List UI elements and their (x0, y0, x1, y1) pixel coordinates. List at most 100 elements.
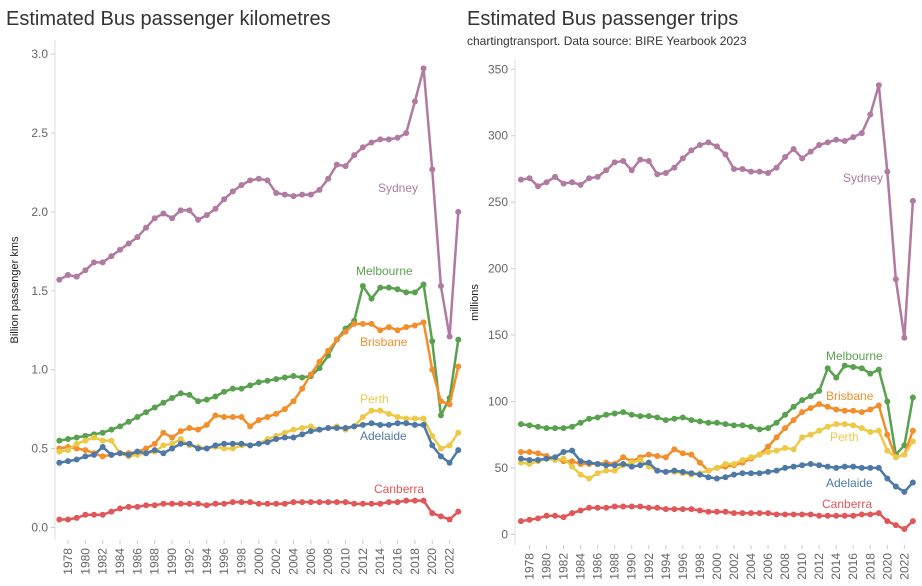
data-point (82, 432, 89, 439)
data-point (594, 460, 601, 467)
data-point (221, 500, 228, 507)
data-point (73, 440, 80, 447)
data-point (901, 334, 908, 341)
series-label: Melbourne (356, 264, 413, 278)
data-point (679, 450, 686, 457)
data-point (730, 422, 737, 429)
data-point (688, 451, 695, 458)
data-point (437, 283, 444, 290)
data-point (577, 419, 584, 426)
data-point (816, 387, 823, 394)
data-point (134, 234, 141, 241)
data-point (662, 468, 669, 475)
data-point (385, 284, 392, 291)
data-point (543, 512, 550, 519)
data-point (429, 432, 436, 439)
data-point (654, 171, 661, 178)
data-point (722, 508, 729, 515)
data-point (628, 411, 635, 418)
data-point (833, 464, 840, 471)
x-tick-label: 2020 (425, 548, 439, 575)
data-point (195, 500, 202, 507)
data-point (420, 415, 427, 422)
data-point (455, 508, 462, 515)
data-point (713, 508, 720, 515)
data-point (377, 136, 384, 143)
data-point (628, 503, 635, 510)
data-point (790, 403, 797, 410)
data-point (342, 328, 349, 335)
data-point (342, 163, 349, 170)
data-point (429, 166, 436, 173)
data-point (552, 512, 559, 519)
data-point (455, 429, 462, 436)
data-point (299, 374, 306, 381)
x-tick-label: 1986 (591, 553, 605, 580)
data-point (696, 459, 703, 466)
data-point (125, 503, 132, 510)
data-point (229, 188, 236, 195)
data-point (654, 414, 661, 421)
data-point (671, 446, 678, 453)
data-point (385, 324, 392, 331)
data-point (437, 453, 444, 460)
data-point (645, 451, 652, 458)
x-tick-label: 2022 (443, 548, 457, 575)
series-label: Sydney (378, 181, 418, 195)
data-point (160, 500, 167, 507)
data-point (359, 500, 366, 507)
x-tick-label: 2010 (795, 553, 809, 580)
data-point (160, 429, 167, 436)
data-point (867, 111, 874, 118)
data-point (411, 415, 418, 422)
data-point (82, 447, 89, 454)
x-tick-label: 1984 (113, 548, 127, 575)
x-tick-label: 2002 (727, 553, 741, 580)
data-point (342, 499, 349, 506)
data-point (99, 511, 106, 518)
data-point (273, 436, 280, 443)
x-tick-label: 1982 (557, 553, 571, 580)
x-tick-label: 2000 (252, 548, 266, 575)
x-tick-label: 2014 (373, 548, 387, 575)
data-point (748, 454, 755, 461)
data-point (160, 450, 167, 457)
data-point (671, 164, 678, 171)
x-tick-label: 2004 (744, 553, 758, 580)
data-point (552, 425, 559, 432)
data-point (169, 395, 176, 402)
data-point (765, 425, 772, 432)
data-point (739, 165, 746, 172)
data-point (637, 503, 644, 510)
data-point (628, 463, 635, 470)
data-point (125, 240, 132, 247)
x-tick-label: 2012 (356, 548, 370, 575)
data-point (411, 322, 418, 329)
data-point (177, 207, 184, 214)
data-point (807, 431, 814, 438)
data-point (91, 434, 98, 441)
data-point (290, 434, 297, 441)
data-point (264, 500, 271, 507)
data-point (816, 142, 823, 149)
data-point (662, 454, 669, 461)
data-point (875, 82, 882, 89)
x-tick-label: 2014 (829, 553, 843, 580)
data-point (560, 180, 567, 187)
data-point (238, 413, 245, 420)
data-point (229, 499, 236, 506)
data-point (437, 445, 444, 452)
data-point (662, 417, 669, 424)
data-point (255, 175, 262, 182)
x-tick-label: 1980 (78, 548, 92, 575)
data-point (765, 468, 772, 475)
data-point (299, 425, 306, 432)
data-point (730, 471, 737, 478)
data-point (841, 421, 848, 428)
data-point (765, 443, 772, 450)
data-point (773, 419, 780, 426)
data-point (299, 385, 306, 392)
data-point (108, 253, 115, 260)
data-point (394, 134, 401, 141)
data-point (429, 442, 436, 449)
